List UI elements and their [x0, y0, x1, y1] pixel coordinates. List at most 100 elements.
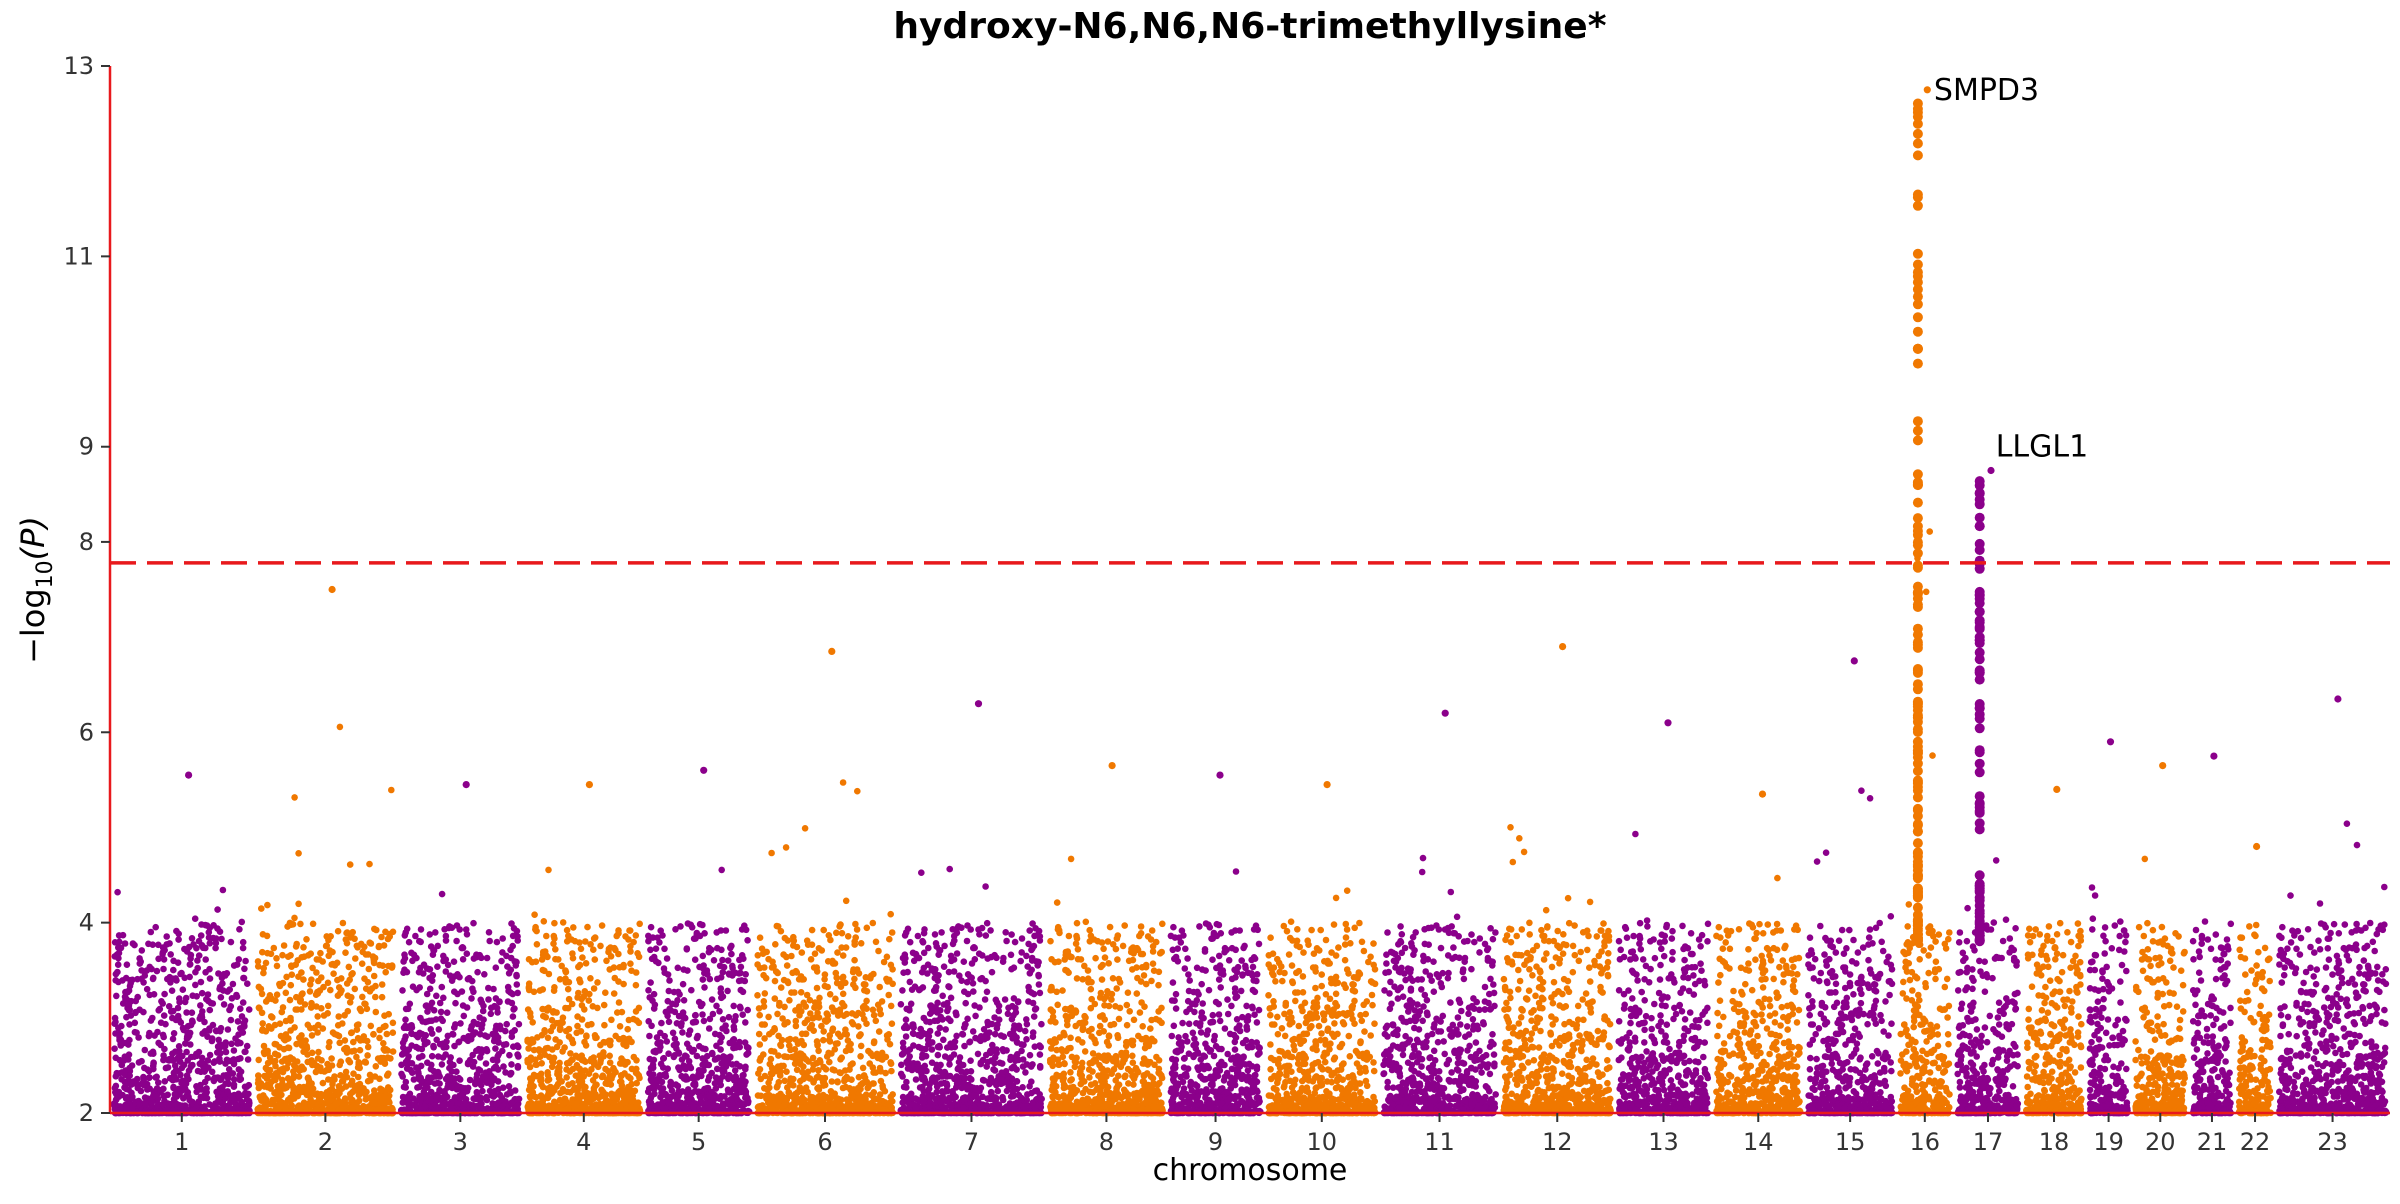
snp-point: [111, 1084, 119, 1092]
snp-point: [848, 1076, 855, 1083]
snp-point: [151, 1032, 158, 1039]
snp-point: [315, 977, 322, 985]
snp-point: [237, 1055, 244, 1062]
snp-point: [357, 940, 365, 948]
snp-point: [709, 1050, 716, 1058]
snp-point: [813, 984, 821, 992]
snp-point: [197, 1002, 204, 1009]
snp-point: [415, 1083, 423, 1091]
snp-point: [184, 1022, 192, 1030]
snp-point: [241, 1083, 249, 1091]
snp-point: [399, 1099, 407, 1106]
snp-point: [199, 944, 207, 952]
snp-point: [887, 961, 895, 969]
snp-point: [658, 1089, 665, 1097]
snp-point: [710, 957, 718, 964]
snp-point: [756, 964, 764, 972]
snp-point: [625, 1016, 633, 1024]
snp-point: [289, 921, 297, 928]
snp-point: [588, 1066, 595, 1073]
snp-point: [424, 1059, 431, 1066]
snp-point: [832, 995, 839, 1003]
snp-point: [276, 1020, 284, 1027]
snp-point: [299, 990, 306, 997]
snp-point: [188, 1017, 196, 1024]
snp-point: [691, 1080, 699, 1087]
snp-point: [301, 1103, 309, 1111]
snp-point: [888, 1067, 895, 1075]
snp-point: [591, 934, 599, 941]
snp-point: [767, 1055, 775, 1063]
snp-point: [598, 1073, 606, 1081]
snp-point: [446, 972, 454, 979]
snp-point: [527, 1040, 534, 1047]
snp-point: [344, 992, 352, 999]
snp-point: [726, 1072, 734, 1080]
snp-point: [598, 1092, 605, 1100]
snp-point: [188, 935, 196, 942]
snp-point: [327, 933, 335, 940]
snp-point: [726, 1101, 733, 1109]
snp-point: [269, 1096, 276, 1104]
snp-point: [700, 1067, 707, 1074]
snp-point: [656, 939, 663, 946]
snp-point: [719, 1016, 727, 1023]
snp-point: [492, 1063, 500, 1070]
snp-point: [208, 1035, 216, 1042]
snp-point: [271, 1050, 279, 1058]
snp-point: [121, 993, 129, 1001]
snp-point: [314, 988, 321, 996]
snp-point: [115, 949, 123, 957]
snp-point: [298, 1032, 305, 1039]
snp-point: [736, 956, 743, 964]
snp-point: [711, 1080, 719, 1087]
snp-point: [470, 1018, 478, 1026]
snp-point: [647, 946, 654, 954]
snp-point: [243, 1042, 251, 1050]
snp-point: [456, 1092, 464, 1099]
snp-point: [514, 1042, 521, 1049]
snp-point: [138, 947, 146, 954]
snp-point: [851, 956, 858, 964]
snp-point: [439, 1054, 447, 1061]
snp-point: [377, 1085, 384, 1093]
snp-point: [158, 998, 165, 1005]
snp-point: [606, 1052, 613, 1060]
snp-point: [730, 1026, 738, 1033]
snp-point: [875, 947, 882, 955]
snp-point: [667, 1093, 675, 1101]
snp-point: [160, 1012, 168, 1019]
snp-peak-point: [700, 766, 708, 774]
snp-point: [480, 1002, 487, 1010]
snp-point: [867, 972, 875, 979]
snp-point: [541, 967, 548, 975]
snp-point: [600, 1001, 608, 1009]
snp-point: [744, 1006, 751, 1014]
snp-point: [204, 1057, 212, 1064]
snp-point: [114, 968, 121, 976]
snp-point: [541, 948, 549, 955]
snp-point: [272, 997, 279, 1004]
snp-point: [198, 1054, 206, 1062]
snp-point: [633, 1103, 640, 1110]
snp-point: [784, 937, 792, 944]
snp-point: [331, 962, 339, 969]
snp-point: [544, 1034, 552, 1042]
snp-point: [494, 1078, 502, 1085]
snp-point: [580, 1057, 588, 1064]
snp-point: [683, 1040, 691, 1048]
snp-point: [870, 1039, 878, 1047]
snp-point: [216, 985, 223, 993]
snp-point: [647, 979, 654, 986]
snp-point: [649, 1061, 657, 1069]
snp-point: [481, 1032, 489, 1039]
chromosome-4-points: [524, 781, 644, 1117]
snp-point: [380, 1040, 387, 1047]
snp-point: [459, 944, 466, 951]
snp-point: [367, 940, 375, 947]
snp-point: [470, 988, 477, 996]
snp-point: [343, 939, 351, 947]
snp-point: [507, 1089, 514, 1097]
snp-point: [194, 964, 201, 972]
snp-point: [206, 940, 214, 947]
